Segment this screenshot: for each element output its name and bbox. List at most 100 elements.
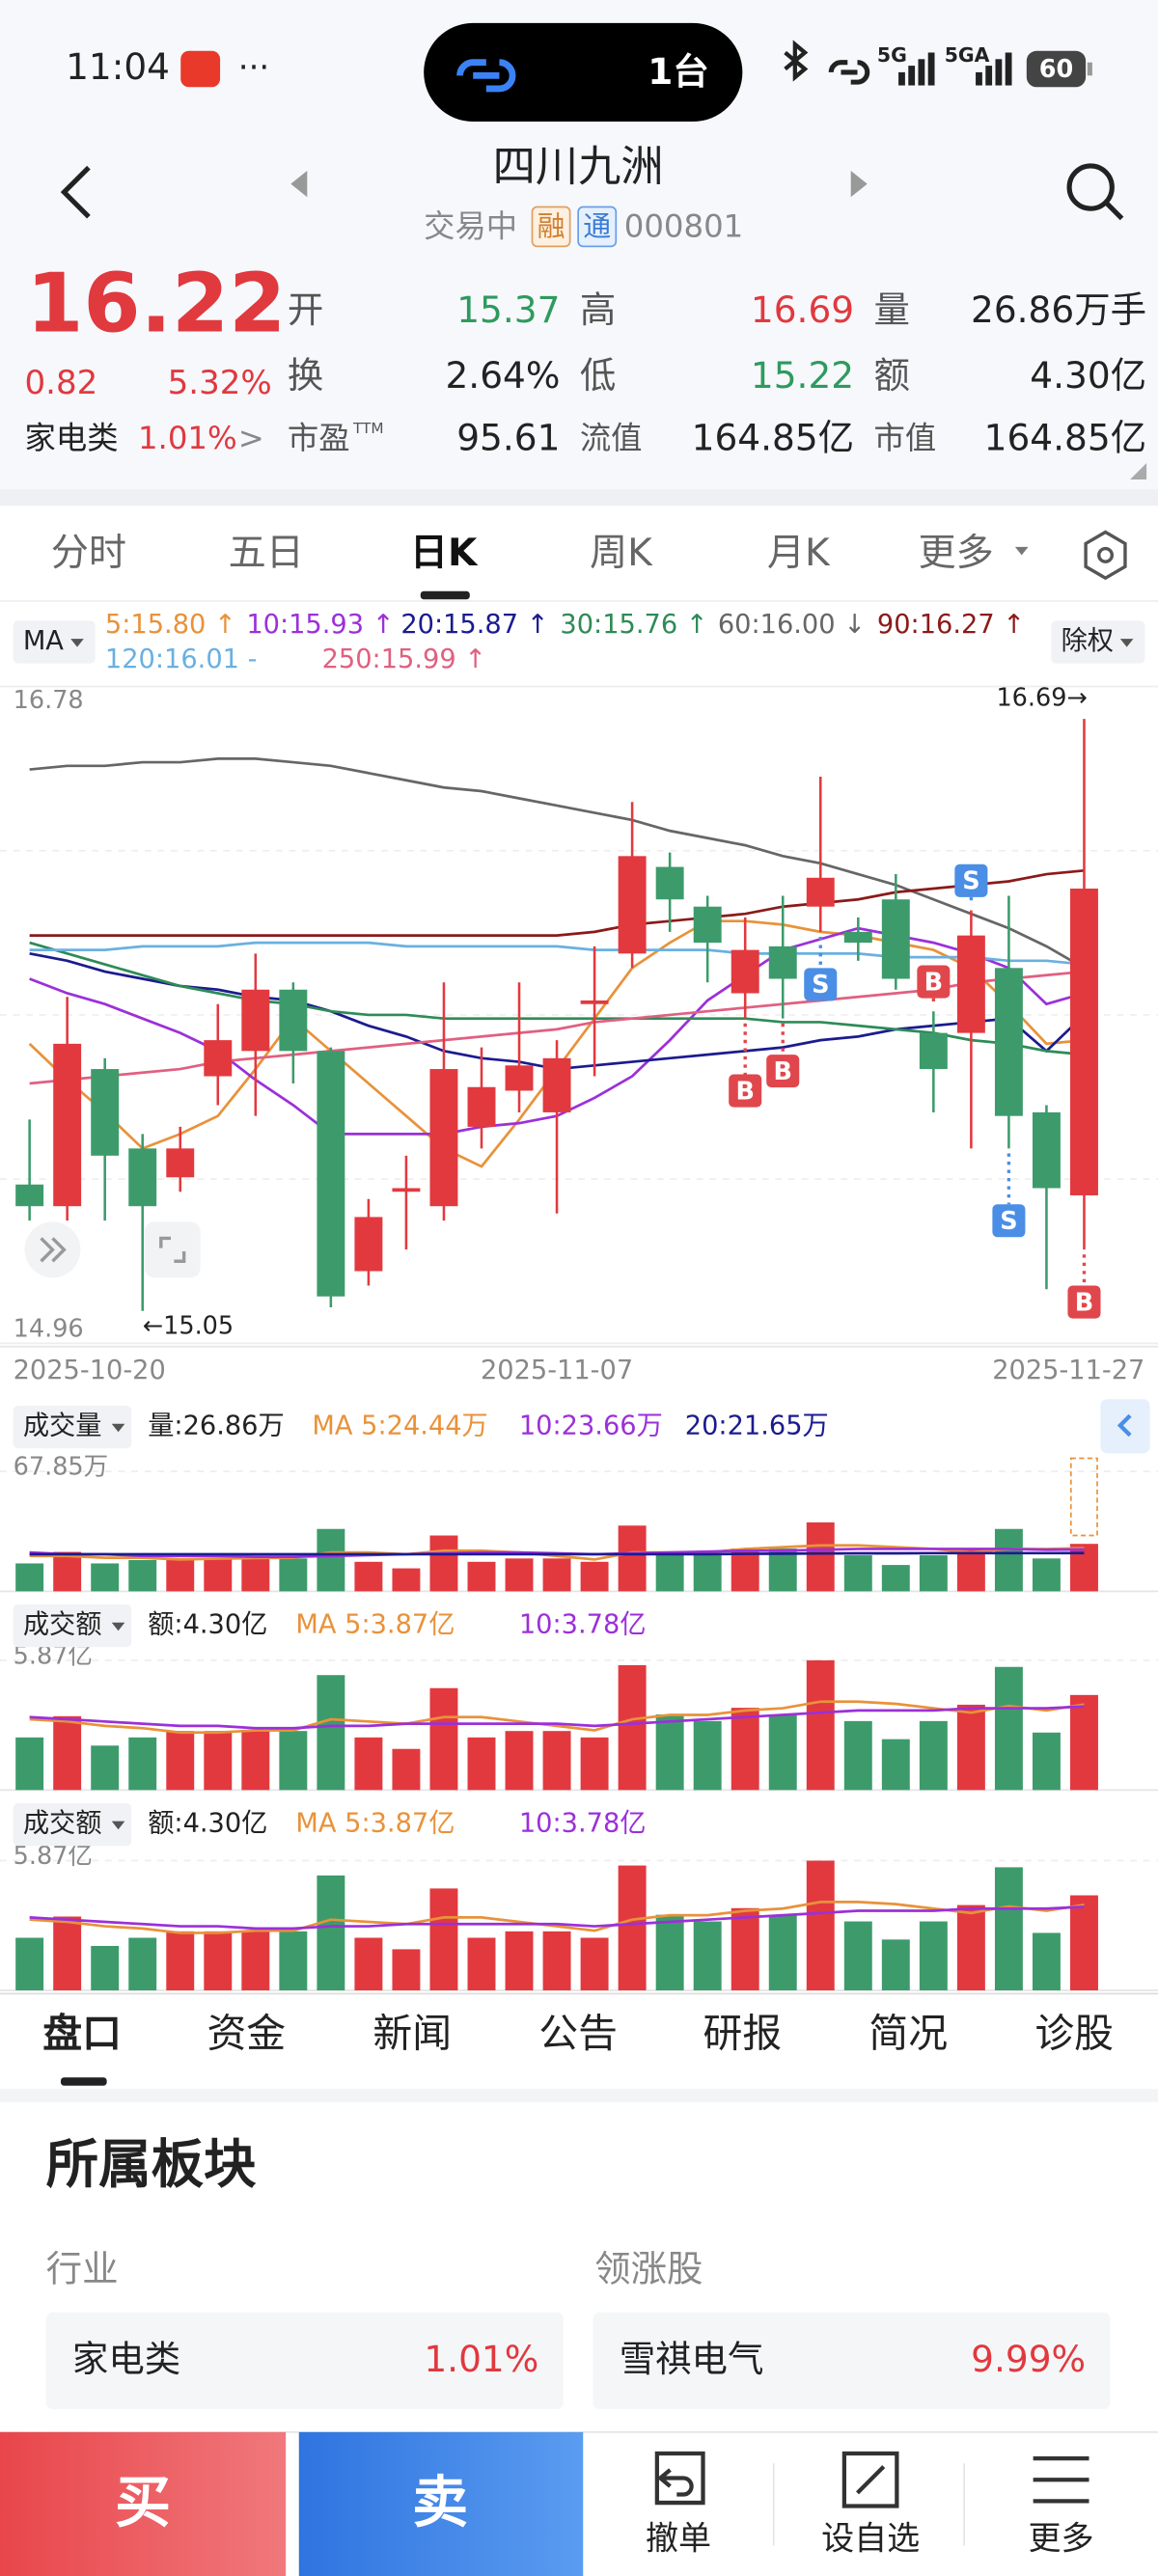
action-label[interactable]: 撤单 — [646, 2520, 711, 2559]
leader-label: 领涨股 — [594, 2248, 703, 2290]
bar — [354, 1937, 383, 1990]
info-tab[interactable]: 公告 — [538, 2011, 618, 2057]
more-icon[interactable] — [1033, 2455, 1089, 2504]
bar — [53, 1916, 82, 1990]
industry-name: 家电类 — [72, 2338, 180, 2380]
adjust-button[interactable] — [1051, 620, 1145, 664]
legend-entry: 量:26.86万 — [148, 1411, 285, 1441]
bar — [1070, 1694, 1098, 1791]
settings-icon[interactable] — [1084, 530, 1127, 581]
stat-label-suffix: TTM — [352, 420, 384, 437]
indicator-button[interactable] — [13, 1406, 132, 1449]
buy-label: 买 — [115, 2470, 171, 2535]
chart-tab[interactable]: 月K — [767, 532, 831, 575]
candle-body — [806, 877, 835, 907]
action-label[interactable]: 设自选 — [821, 2520, 920, 2559]
bar — [279, 1558, 308, 1592]
chart-tab[interactable]: 更多 — [919, 532, 994, 575]
fullscreen-icon — [159, 1236, 186, 1263]
side-panel-tab[interactable] — [1100, 1399, 1150, 1454]
cancel-icon[interactable] — [654, 2451, 705, 2506]
search-button[interactable] — [1066, 163, 1115, 211]
battery — [1026, 50, 1087, 88]
action-label[interactable]: 更多 — [1029, 2520, 1094, 2559]
candle-body — [354, 1217, 383, 1272]
bar — [128, 1937, 157, 1990]
bluetooth-icon — [784, 40, 809, 82]
divider — [0, 489, 1158, 507]
candle-body — [241, 989, 270, 1052]
status-time: 11:04 — [66, 45, 170, 88]
bar — [15, 1937, 44, 1990]
price-change: 0.82 — [25, 364, 98, 402]
signal-bars-2 — [976, 52, 1012, 86]
bar — [580, 1561, 609, 1592]
adjust-label: 除权 — [1062, 626, 1114, 656]
chart-tab[interactable]: 五日 — [229, 532, 304, 575]
stat-label: 低 — [580, 354, 616, 397]
stat-value: 164.85亿 — [692, 417, 854, 459]
ma-line — [29, 941, 1085, 1056]
bar — [655, 1914, 684, 1990]
candle-body — [1070, 889, 1098, 1195]
ma-button[interactable] — [13, 620, 96, 664]
expand-icon — [40, 1237, 67, 1263]
ma-line — [29, 1705, 1085, 1730]
info-tab[interactable]: 简况 — [868, 2011, 948, 2057]
sector-name[interactable]: 家电类 — [25, 420, 119, 456]
bar — [994, 1528, 1023, 1592]
next-stock[interactable] — [850, 171, 868, 198]
indicator-button[interactable] — [13, 1802, 132, 1847]
bar — [505, 1558, 534, 1592]
info-tab[interactable]: 研报 — [703, 2011, 783, 2057]
ma-line — [29, 941, 1085, 966]
bar — [731, 1907, 759, 1990]
bar — [919, 1555, 948, 1592]
battery-tip — [1087, 62, 1092, 76]
dropdown-caret — [111, 1622, 125, 1631]
bar — [542, 1731, 571, 1791]
legend-entry: 20:21.65万 — [685, 1411, 829, 1441]
high-annotation: 16.69→ — [996, 684, 1087, 713]
settings-icon-center — [1097, 546, 1115, 563]
info-tab[interactable]: 诊股 — [1034, 2011, 1114, 2057]
bar — [542, 1558, 571, 1592]
prev-stock[interactable] — [290, 171, 308, 198]
industry-card[interactable] — [45, 2312, 564, 2410]
legend-entry: MA 5:24.44万 — [312, 1411, 487, 1441]
info-tab[interactable]: 资金 — [207, 2011, 286, 2057]
bar — [91, 1745, 120, 1791]
leader-card[interactable] — [593, 2312, 1111, 2410]
info-tab[interactable]: 新闻 — [372, 2011, 452, 2057]
legend-entry: 20:15.87 ↑ — [400, 610, 548, 640]
chart-tab[interactable]: 分时 — [51, 532, 126, 575]
bar — [1070, 1544, 1098, 1592]
legend-entry: MA 5:3.87亿 — [295, 1809, 455, 1839]
ma-line — [29, 868, 1085, 938]
sell-button[interactable] — [298, 2431, 584, 2576]
chart-tab[interactable]: 周K — [590, 532, 653, 575]
bar — [241, 1731, 270, 1791]
link-icon — [456, 59, 516, 93]
legend-entry: 30:15.76 ↑ — [560, 610, 707, 640]
stat-value: 2.64% — [445, 354, 560, 397]
candle-body — [166, 1148, 195, 1178]
indicator-button[interactable] — [13, 1604, 132, 1648]
chart-tab[interactable]: 日K — [410, 532, 479, 575]
x-tick-label: 2025-10-20 — [14, 1356, 166, 1385]
bar — [1032, 1558, 1061, 1592]
back-button[interactable] — [60, 165, 91, 219]
industry-pct: 1.01% — [424, 2338, 538, 2380]
indicator-label: 成交额 — [23, 1809, 102, 1839]
candle-body — [505, 1065, 534, 1091]
watchlist-icon[interactable] — [841, 2451, 899, 2508]
bar — [843, 1720, 872, 1791]
signal-badge — [992, 1204, 1026, 1238]
info-tab[interactable]: 盘口 — [42, 2011, 122, 2057]
ma-line — [29, 1551, 1085, 1556]
fullscreen-button[interactable] — [144, 1221, 201, 1278]
sector-arrow[interactable]: > — [238, 420, 264, 456]
bar — [956, 1704, 985, 1791]
buy-button[interactable] — [0, 2431, 287, 2576]
bar — [241, 1931, 270, 1990]
